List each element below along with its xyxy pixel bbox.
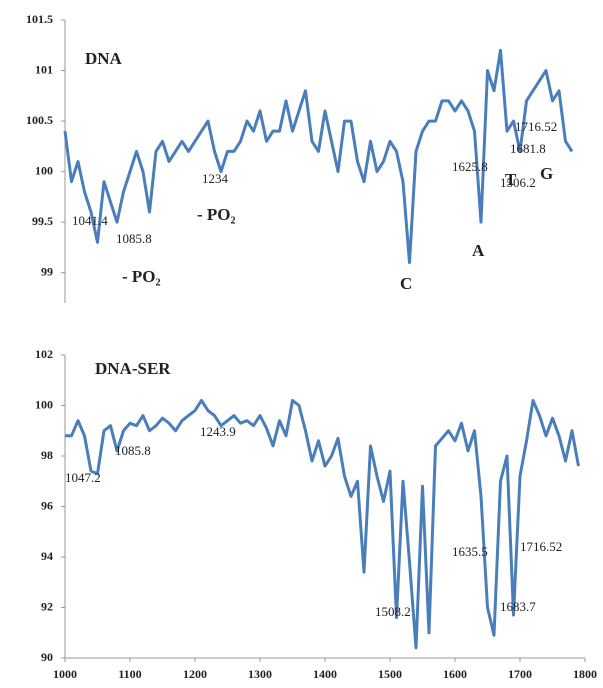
- annotation: 1508.2: [375, 604, 411, 619]
- annotation: 1085.8: [115, 443, 151, 458]
- annotation: 1047.2: [65, 470, 101, 485]
- y-tick-label: 101.5: [26, 12, 53, 26]
- annotation: 1683.7: [500, 599, 536, 614]
- y-tick-label: 102: [35, 347, 53, 361]
- annotation: 1506.2: [500, 175, 536, 190]
- y-tick-label: 90: [41, 650, 53, 664]
- annotation: 1041.4: [72, 213, 108, 228]
- y-tick-label: 100.5: [26, 113, 53, 127]
- annotation: 1625.8: [452, 159, 488, 174]
- x-tick-label: 1100: [118, 667, 141, 681]
- y-tick-label: 99: [41, 264, 53, 278]
- y-tick-label: 101: [35, 62, 53, 76]
- annotation: 1716.52: [515, 119, 557, 134]
- annotation: 1085.8: [116, 231, 152, 246]
- annotation: 1681.8: [510, 141, 546, 156]
- annotation: 1716.52: [520, 539, 562, 554]
- chart-title: DNA-SER: [95, 359, 171, 378]
- annotation: 1243.9: [200, 424, 236, 439]
- annotation: 1234: [202, 171, 229, 186]
- x-tick-label: 1800: [573, 667, 597, 681]
- chart-title: DNA: [85, 49, 123, 68]
- x-tick-label: 1200: [183, 667, 207, 681]
- annotation: 1635.5: [452, 544, 488, 559]
- x-tick-label: 1400: [313, 667, 337, 681]
- x-tick-label: 1500: [378, 667, 402, 681]
- y-tick-label: 94: [41, 549, 53, 563]
- x-tick-label: 1600: [443, 667, 467, 681]
- annotation: T: [505, 170, 517, 189]
- annotation: - PO₂: [122, 267, 161, 286]
- x-tick-label: 1700: [508, 667, 532, 681]
- y-tick-label: 100: [35, 397, 53, 411]
- annotation: - PO₂: [197, 205, 236, 224]
- spectrum-line: [65, 398, 580, 650]
- x-tick-label: 1000: [53, 667, 77, 681]
- spectrum-line: [63, 48, 574, 265]
- y-tick-label: 96: [41, 498, 53, 512]
- annotation: G: [540, 164, 553, 183]
- y-tick-label: 98: [41, 448, 53, 462]
- x-tick-label: 1300: [248, 667, 272, 681]
- y-tick-label: 99.5: [32, 214, 53, 228]
- annotation: C: [400, 274, 412, 293]
- annotation: A: [472, 241, 485, 260]
- y-tick-label: 100: [35, 163, 53, 177]
- y-tick-label: 92: [41, 599, 53, 613]
